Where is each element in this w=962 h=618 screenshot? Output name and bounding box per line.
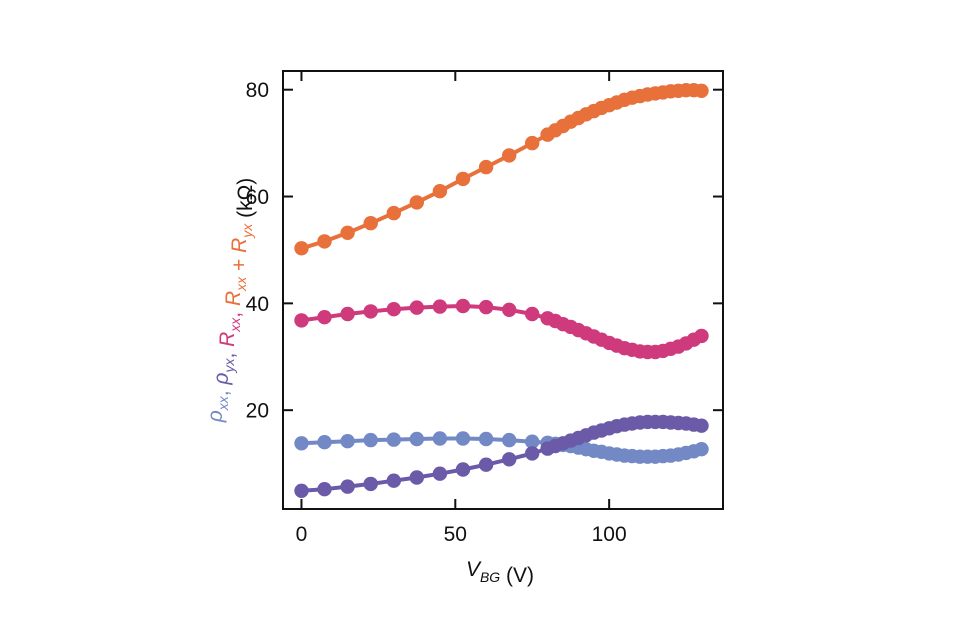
data-point	[694, 418, 709, 433]
data-point	[502, 302, 517, 317]
data-point	[340, 306, 355, 322]
data-point	[432, 466, 448, 481]
data-point	[386, 473, 401, 488]
data-point	[478, 431, 494, 447]
data-point	[317, 310, 332, 325]
y-tick-label: 40	[246, 293, 269, 316]
data-point	[340, 479, 355, 494]
data-point	[455, 431, 471, 446]
data-point	[432, 431, 448, 446]
data-point	[363, 432, 378, 448]
data-point	[432, 184, 448, 199]
series-rxx	[294, 298, 709, 360]
data-point	[478, 457, 494, 472]
data-point	[317, 435, 332, 450]
y-tick-label: 20	[246, 400, 269, 423]
data-point	[409, 470, 424, 485]
data-point	[502, 452, 517, 467]
data-point	[525, 306, 540, 322]
data-point	[340, 225, 355, 240]
data-point	[386, 302, 401, 317]
data-point	[409, 300, 424, 315]
tick-layer: 0 50 100 20 40 60 80	[246, 71, 723, 546]
data-point	[502, 432, 517, 448]
y-tick-label: 60	[246, 186, 269, 209]
data-point	[317, 234, 332, 249]
data-point	[432, 299, 448, 314]
data-point	[478, 159, 494, 175]
data-point	[409, 195, 424, 210]
data-point	[525, 446, 540, 461]
data-point	[294, 313, 309, 328]
data-point	[694, 442, 709, 457]
series-xx	[294, 431, 709, 464]
y-axis-label: ρxx, ρyx, Rxx, Rxx + Ryx (kΩ)	[204, 178, 257, 424]
x-tick-label: 50	[444, 523, 467, 546]
data-point	[317, 482, 332, 497]
x-tick-label: 0	[296, 523, 308, 546]
y-tick-label: 80	[246, 79, 269, 102]
data-point	[386, 432, 401, 447]
series-yx	[294, 414, 709, 498]
data-point	[294, 436, 309, 451]
data-point	[478, 299, 494, 315]
x-tick-label: 100	[592, 523, 627, 546]
data-point	[340, 434, 355, 449]
data-point	[694, 83, 709, 99]
data-point	[294, 241, 309, 256]
data-point	[294, 483, 309, 498]
series-layer	[294, 83, 709, 498]
data-point	[525, 135, 540, 151]
data-point	[455, 171, 471, 187]
data-point	[502, 148, 517, 163]
data-point	[525, 434, 540, 449]
plot-frame	[282, 70, 724, 510]
x-axis-label: VBG (V)	[466, 558, 534, 587]
data-point	[386, 205, 401, 221]
data-point	[363, 304, 378, 319]
data-point	[363, 216, 378, 231]
data-point	[363, 476, 378, 492]
data-point	[455, 298, 471, 314]
data-point	[409, 431, 424, 447]
data-point	[694, 328, 709, 344]
data-point	[455, 462, 471, 477]
series-rxx-ryx	[294, 83, 709, 256]
